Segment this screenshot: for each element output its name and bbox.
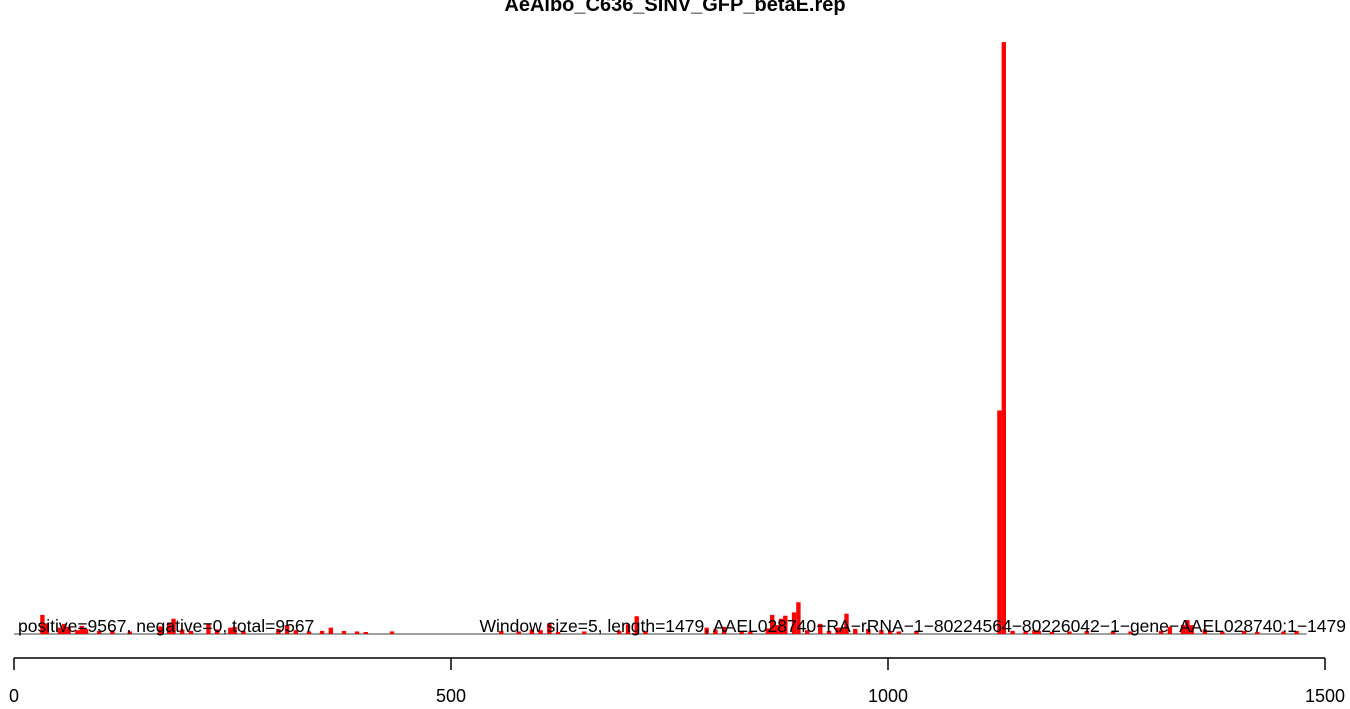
bar-39: [625, 624, 631, 634]
bar-26: [328, 627, 334, 634]
bar-48: [770, 614, 775, 634]
bar-20: [241, 630, 246, 634]
bars-layer: [14, 42, 1307, 635]
bar-57: [835, 627, 840, 634]
bar-66: [997, 410, 1002, 634]
bar-77: [1158, 630, 1164, 634]
bar-37: [582, 631, 587, 634]
bar-49: [774, 625, 779, 634]
bar-17: [215, 629, 220, 634]
bar-47: [765, 628, 771, 634]
bar-0: [40, 614, 45, 634]
bar-22: [284, 625, 290, 634]
bar-87: [1294, 630, 1299, 634]
bar-4: [66, 626, 71, 634]
bar-59: [844, 613, 849, 634]
bar-52: [791, 612, 797, 634]
bar-28: [354, 631, 360, 634]
bar-36: [555, 631, 561, 634]
x-ticks-layer: [13, 658, 1326, 670]
x-tick-label-1500: 1500: [1305, 686, 1345, 706]
x-tick-label-0: 0: [9, 686, 19, 706]
bar-43: [713, 629, 718, 634]
bar-58: [839, 627, 845, 634]
bar-75: [1110, 631, 1116, 634]
bar-6: [79, 625, 84, 634]
bar-54: [804, 630, 810, 634]
bar-2: [57, 627, 63, 634]
bar-85: [1255, 631, 1260, 634]
window-info-text: Window size=5, length=1479, AAEL028740−R…: [480, 616, 1347, 636]
bar-50: [778, 618, 784, 634]
bar-80: [1185, 620, 1190, 634]
bar-76: [1128, 631, 1133, 634]
bar-83: [1220, 631, 1225, 634]
bar-53: [796, 602, 801, 634]
bar-44: [721, 626, 727, 634]
bar-46: [748, 631, 753, 634]
bar-70: [1032, 630, 1037, 634]
bar-86: [1281, 631, 1286, 634]
bar-5: [75, 630, 80, 634]
bar-30: [389, 631, 395, 634]
bar-21: [276, 628, 281, 634]
bar-15: [188, 630, 194, 634]
bar-55: [818, 623, 823, 634]
bar-84: [1241, 630, 1247, 634]
bar-56: [826, 630, 832, 634]
bar-74: [1084, 630, 1090, 634]
bar-7: [83, 628, 89, 634]
bar-29: [363, 631, 368, 634]
bar-16: [206, 623, 211, 634]
x-tick-labels-layer: 0 500 1000 1500: [9, 686, 1345, 706]
bar-68: [1010, 630, 1015, 634]
bar-14: [180, 629, 185, 634]
x-tick-label-500: 500: [436, 686, 466, 706]
bar-60: [853, 628, 858, 634]
bar-8: [97, 630, 102, 634]
bar-61: [866, 628, 871, 634]
bar-73: [1067, 631, 1072, 634]
bar-35: [547, 623, 552, 634]
bar-67: [1001, 42, 1006, 634]
bar-25: [319, 630, 325, 634]
bar-69: [1023, 631, 1028, 634]
bar-12: [166, 622, 172, 634]
bar-82: [1202, 629, 1208, 634]
bar-71: [1036, 630, 1041, 634]
bar-13: [171, 618, 176, 634]
bar-1: [44, 623, 49, 634]
bar-3: [62, 623, 67, 634]
bar-42: [704, 627, 709, 634]
bar-27: [341, 630, 347, 634]
bar-34: [538, 630, 543, 634]
bar-10: [127, 631, 132, 634]
bar-19: [232, 626, 237, 634]
bar-65: [914, 630, 919, 634]
bar-33: [529, 629, 535, 634]
bar-32: [516, 631, 521, 634]
bar-72: [1049, 631, 1055, 634]
bar-38: [617, 630, 622, 634]
bar-31: [499, 630, 504, 634]
bar-24: [306, 631, 312, 634]
bar-51: [783, 615, 788, 634]
bar-23: [293, 630, 299, 634]
bar-62: [879, 630, 884, 634]
bar-79: [1180, 625, 1186, 634]
bar-40: [634, 616, 639, 634]
bar-41: [643, 630, 648, 634]
bar-78: [1167, 626, 1173, 634]
bar-64: [896, 631, 902, 634]
summary-text: positive=9567, negative=0, total=9567: [18, 616, 314, 636]
chart-title: AeAlbo_C636_SINV_GFP_betaE.rep: [504, 0, 845, 16]
bar-81: [1189, 625, 1194, 634]
bar-11: [158, 626, 163, 634]
bar-63: [888, 630, 893, 634]
bar-45: [739, 630, 744, 634]
x-tick-label-1000: 1000: [868, 686, 908, 706]
bar-18: [228, 627, 233, 634]
bar-9: [110, 630, 115, 634]
